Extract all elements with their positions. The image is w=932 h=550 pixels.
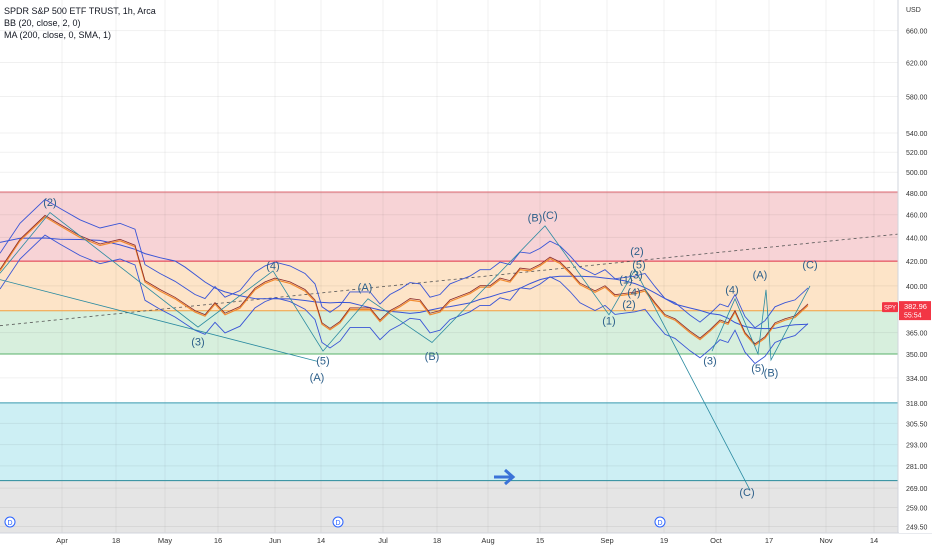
dividend-marker-icon[interactable]: D — [4, 516, 16, 528]
marker-letter: D — [7, 520, 12, 527]
x-tick-label: Apr — [56, 536, 68, 545]
x-tick-label: 17 — [765, 536, 773, 545]
legend-bb[interactable]: BB (20, close, 2, 0) — [4, 18, 81, 28]
x-tick-label: 16 — [214, 536, 222, 545]
x-tick-label: 18 — [433, 536, 441, 545]
y-tick-label: 249.50 — [906, 525, 928, 532]
elliott-wave-line — [711, 285, 811, 362]
y-tick-label: 259.00 — [906, 505, 928, 512]
wave-label: (A) — [753, 269, 768, 281]
x-tick-label: Jun — [269, 536, 281, 545]
wave-label: (3) — [703, 355, 716, 367]
arrow-right-icon — [494, 468, 516, 486]
chart-legend: SPDR S&P 500 ETF TRUST, 1h, Arca BB (20,… — [4, 5, 156, 41]
marker-circle — [4, 516, 16, 528]
elliott-wave-line — [0, 211, 751, 491]
x-tick-label: May — [158, 536, 172, 545]
y-tick-label: 334.00 — [906, 376, 928, 383]
wave-label: (4) — [266, 261, 279, 273]
marker-circle — [654, 516, 666, 528]
wave-label: (4) — [725, 285, 738, 297]
badge-symbol-bg — [882, 302, 898, 313]
price-badge: SPY 382.96 55:54 — [882, 301, 931, 321]
wave-label: (2) — [622, 299, 635, 311]
x-tick-label: Oct — [710, 536, 723, 545]
y-tick-label: 350.00 — [906, 352, 928, 359]
wave-label: (1) — [602, 315, 615, 327]
y-tick-label: 269.00 — [906, 486, 928, 493]
badge-price-bg — [899, 301, 931, 321]
wave-label: (5) — [316, 355, 329, 367]
wave-label: (A) — [310, 372, 325, 384]
wave-label: (C) — [542, 210, 557, 222]
x-tick-label: 14 — [317, 536, 325, 545]
bollinger-upper — [0, 198, 809, 329]
y-tick-label: 420.00 — [906, 259, 928, 266]
marker-letter: D — [657, 520, 662, 527]
x-tick-label: Nov — [819, 536, 833, 545]
wave-label: (2) — [630, 246, 643, 258]
y-tick-label: 305.50 — [906, 421, 928, 428]
wave-label: (B) — [425, 351, 440, 363]
wave-label: (3) — [191, 336, 204, 348]
y-tick-label: 620.00 — [906, 61, 928, 68]
price-line — [0, 214, 809, 345]
x-tick-label: 18 — [112, 536, 120, 545]
x-tick-label: Sep — [600, 536, 613, 545]
fib-zone — [0, 480, 898, 533]
badge-countdown: 55:54 — [904, 313, 922, 320]
y-tick-label: 400.00 — [906, 284, 928, 291]
legend-symbol[interactable]: SPDR S&P 500 ETF TRUST, 1h, Arca — [4, 6, 156, 16]
wave-label: (1) — [619, 274, 632, 286]
y-tick-label: 460.00 — [906, 213, 928, 220]
badge-price: 382.96 — [904, 302, 927, 311]
x-tick-label: Jul — [378, 536, 388, 545]
wave-label: (2) — [43, 197, 56, 209]
wave-label: (A) — [358, 282, 373, 294]
y-tick-label: 365.00 — [906, 331, 928, 338]
marker-letter: D — [335, 520, 340, 527]
bollinger-basis — [0, 216, 809, 347]
price-axis-bg — [899, 0, 932, 533]
y-tick-label: 281.00 — [906, 464, 928, 471]
wave-label: (B) — [764, 367, 779, 379]
y-tick-label: 520.00 — [906, 150, 928, 157]
x-tick-label: 15 — [536, 536, 544, 545]
x-tick-label: Aug — [481, 536, 494, 545]
wave-label: (5) — [632, 259, 645, 271]
y-tick-label: 293.00 — [906, 443, 928, 450]
y-tick-label: 580.00 — [906, 95, 928, 102]
x-tick-label: 14 — [870, 536, 878, 545]
badge-symbol: SPY — [884, 306, 896, 312]
wave-label: (C) — [739, 487, 754, 499]
fib-zone — [0, 191, 898, 262]
y-tick-label: 500.00 — [906, 170, 928, 177]
currency-label: USD — [906, 7, 921, 14]
legend-ma[interactable]: MA (200, close, 0, SMA, 1) — [4, 30, 112, 40]
wave-label: (C) — [802, 259, 817, 271]
dividend-marker-icon[interactable]: D — [654, 516, 666, 528]
dashed-trendline — [0, 233, 901, 327]
marker-circle — [332, 516, 344, 528]
dividend-marker-icon[interactable]: D — [332, 516, 344, 528]
y-tick-label: 318.00 — [906, 401, 928, 408]
wave-label: (4) — [627, 287, 640, 299]
fib-zone — [0, 402, 898, 481]
y-tick-label: 480.00 — [906, 191, 928, 198]
wave-label: (5) — [751, 363, 764, 375]
y-tick-label: 440.00 — [906, 235, 928, 242]
y-tick-label: 540.00 — [906, 131, 928, 138]
wave-label: (B) — [528, 212, 543, 224]
elliott-wave-line — [0, 279, 318, 362]
arrow-head — [504, 468, 516, 486]
wave-label: (3) — [629, 269, 642, 281]
x-tick-label: 19 — [660, 536, 668, 545]
y-tick-label: 660.00 — [906, 29, 928, 36]
